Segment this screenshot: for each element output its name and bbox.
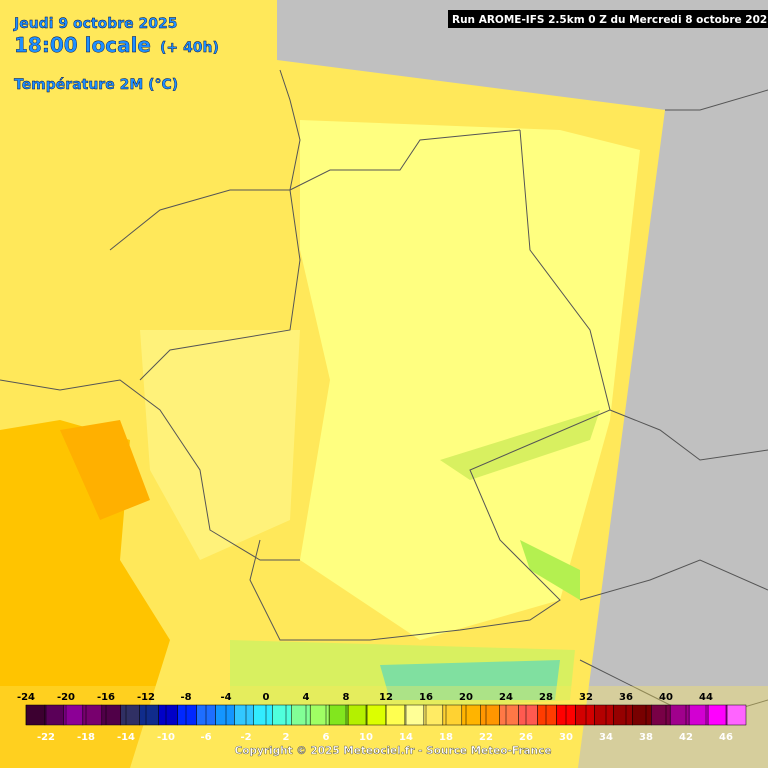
colorbar-swatch <box>537 704 557 726</box>
colorbar-swatch <box>688 704 709 726</box>
ridge-area <box>440 410 600 480</box>
colorbar-label: 32 <box>579 692 593 703</box>
ridge-area <box>520 540 580 600</box>
colorbar-swatch <box>613 704 633 726</box>
colorbar-swatch <box>518 704 538 726</box>
colorbar-swatch <box>139 704 159 726</box>
colorbar-label: 6 <box>323 732 330 743</box>
legend-backdrop <box>0 686 768 768</box>
colorbar-swatch <box>366 704 387 726</box>
colorbar-swatch <box>442 704 463 726</box>
colorbar-label: -20 <box>57 692 75 703</box>
colorbar-swatch <box>25 704 46 726</box>
colorbar-swatch <box>253 704 273 726</box>
colorbar-swatch <box>480 704 500 726</box>
parameter-label: Température 2M (°C) <box>14 77 178 93</box>
colorbar-swatch <box>707 704 728 726</box>
colorbar-swatch <box>404 704 425 726</box>
colorbar-swatch <box>120 704 140 726</box>
warm-area <box>60 420 150 520</box>
colorbar-swatch <box>101 704 121 726</box>
colorbar-label: -2 <box>240 732 251 743</box>
colorbar-label: 14 <box>399 732 413 743</box>
colorbar-label: -16 <box>97 692 115 703</box>
colorbar-swatch <box>669 704 690 726</box>
border <box>609 409 768 461</box>
colorbar-label: 24 <box>499 692 513 703</box>
colorbar-label: 38 <box>639 732 653 743</box>
run-label: Run AROME-IFS 2.5km 0 Z du Mercredi 8 oc… <box>452 14 768 26</box>
colorbar-swatch <box>594 704 614 726</box>
coastline <box>279 69 301 191</box>
colorbar-swatch <box>347 704 368 726</box>
colorbar-swatch <box>215 704 235 726</box>
colorbar-label: 44 <box>699 692 713 703</box>
warm-area <box>0 420 170 768</box>
colorbar-label: 28 <box>539 692 553 703</box>
colorbar-label: -14 <box>117 732 135 743</box>
colorbar-label: -10 <box>157 732 175 743</box>
colorbar-swatch <box>726 704 747 726</box>
colorbar-swatch <box>158 704 178 726</box>
colorbar-swatch <box>82 704 103 726</box>
colorbar-swatch <box>234 704 254 726</box>
run-box <box>448 10 768 28</box>
colorbar-swatch <box>291 704 311 726</box>
date-label: Jeudi 9 octobre 2025 <box>13 16 177 32</box>
colorbar-label: 12 <box>379 692 393 703</box>
colorbar-swatch <box>651 704 671 726</box>
colorbar-label: 16 <box>419 692 433 703</box>
colorbar-swatch <box>309 704 330 726</box>
lead-label: (+ 40h) <box>160 40 219 56</box>
colorbar-swatch <box>63 704 84 726</box>
colorbar-swatch <box>385 704 406 726</box>
colorbar-label: -6 <box>200 732 211 743</box>
border <box>0 379 300 561</box>
colorbar-label: -24 <box>17 692 35 703</box>
time-label: 18:00 locale <box>14 33 151 57</box>
colorbar-label: 4 <box>303 692 310 703</box>
colorbar-label: -18 <box>77 732 95 743</box>
colorbar-label: 34 <box>599 732 613 743</box>
colorbar-label: 26 <box>519 732 533 743</box>
warm-area <box>140 330 300 560</box>
colorbar-label: -22 <box>37 732 55 743</box>
colorbar-label: 36 <box>619 692 633 703</box>
colorbar-swatch <box>177 704 197 726</box>
colorbar-label: 20 <box>459 692 473 703</box>
border <box>579 559 768 601</box>
colorbar-label: 30 <box>559 732 573 743</box>
border <box>109 189 301 381</box>
colorbar-label: 46 <box>719 732 733 743</box>
copyright: Copyright © 2025 Meteociel.fr - Source M… <box>235 745 552 757</box>
colorbar-label: 8 <box>343 692 350 703</box>
colorbar-label: 22 <box>479 732 493 743</box>
colorbar-swatch <box>499 704 519 726</box>
colorbar-swatch <box>461 704 481 726</box>
colorbar-label: 18 <box>439 732 453 743</box>
colorbar-swatch <box>575 704 595 726</box>
colorbar-label: -12 <box>137 692 155 703</box>
colorbar-swatch <box>328 704 349 726</box>
colorbar-label: 2 <box>283 732 290 743</box>
colorbar-swatch <box>44 704 65 726</box>
colorbar-label: -8 <box>180 692 191 703</box>
warm-area <box>300 120 640 640</box>
colorbar-label: 40 <box>659 692 673 703</box>
colorbar-label: 0 <box>263 692 270 703</box>
colorbar-swatch <box>272 704 292 726</box>
border <box>249 129 611 641</box>
coastline <box>665 89 768 111</box>
alpine-area <box>380 660 560 700</box>
colorbar-label: 42 <box>679 732 693 743</box>
colorbar-label: -4 <box>220 692 231 703</box>
colorbar-swatch <box>423 704 444 726</box>
colorbar-label: 10 <box>359 732 373 743</box>
colorbar-swatch <box>632 704 652 726</box>
coastline <box>289 129 521 191</box>
